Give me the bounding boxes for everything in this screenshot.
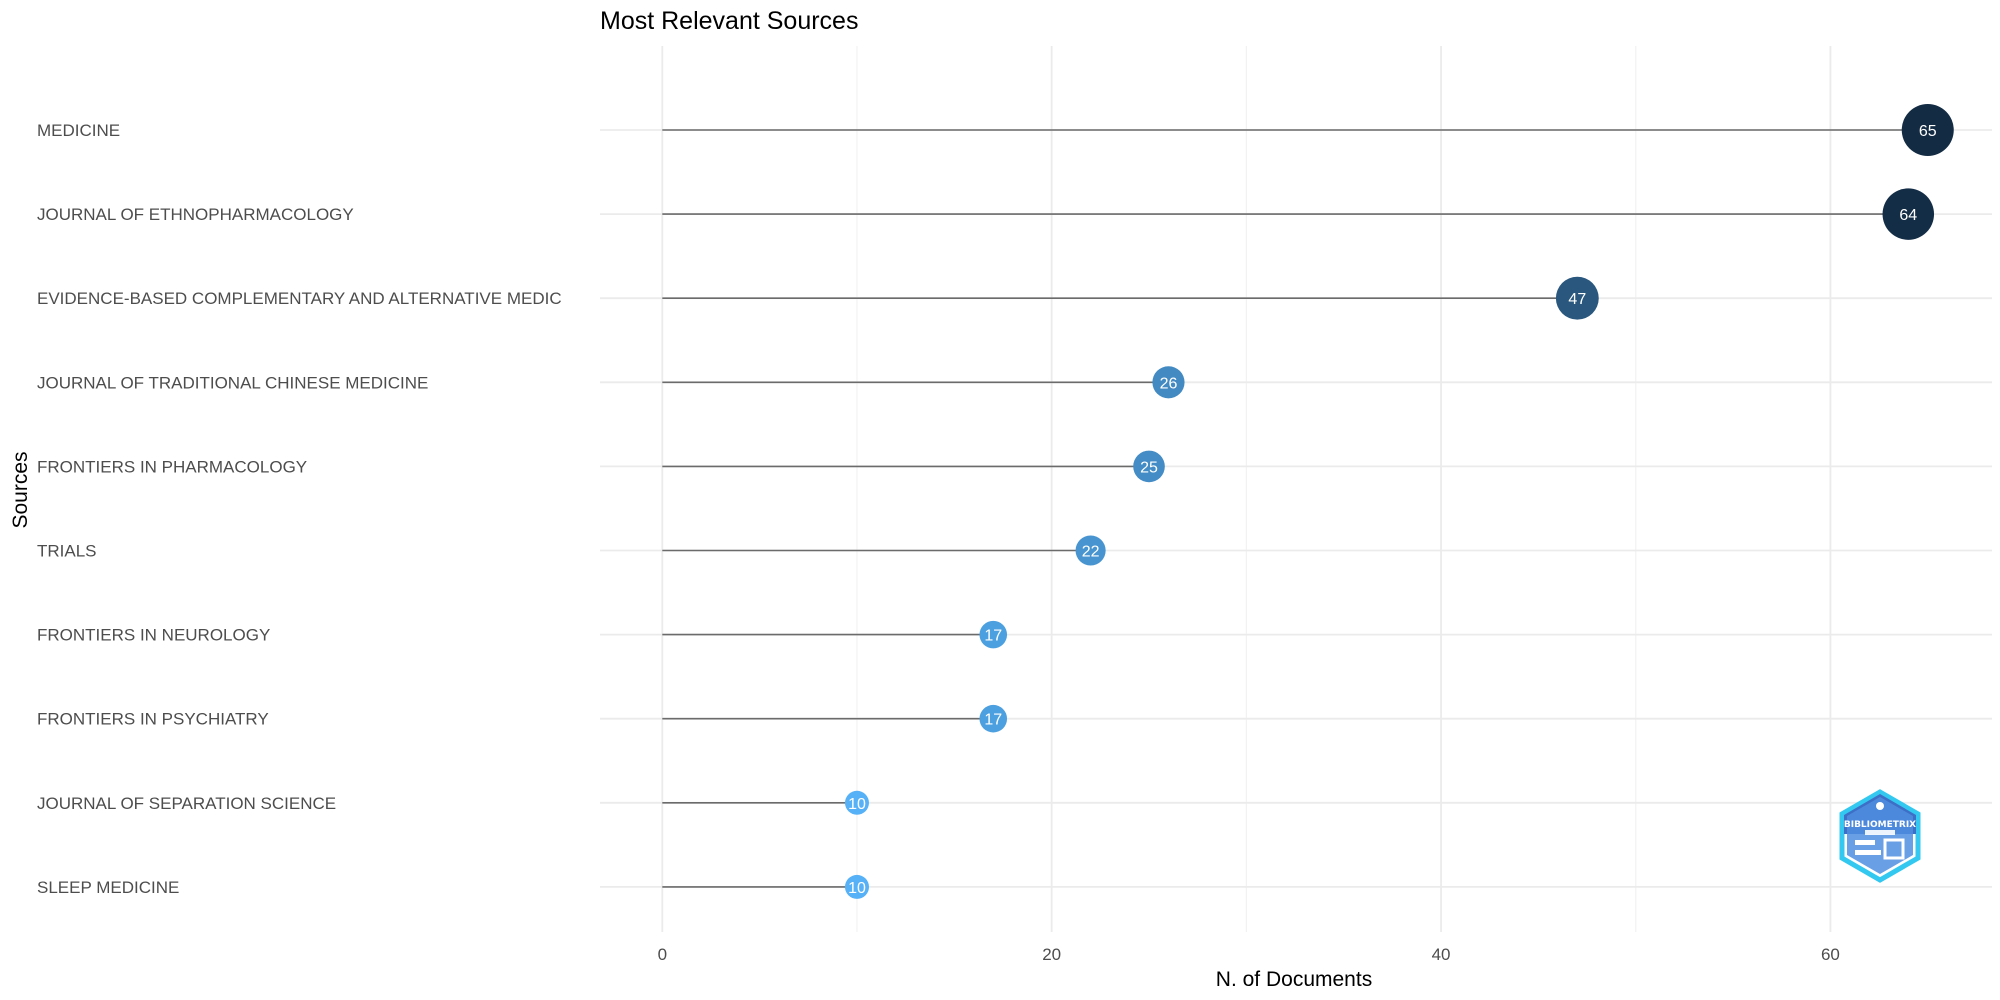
bibliometrix-logo: BIBLIOMETRIX bbox=[1839, 789, 1921, 883]
x-axis-title: N. of Documents bbox=[1216, 968, 1372, 991]
x-tick-labels: 0 20 40 60 bbox=[658, 945, 1840, 964]
value-label: 65 bbox=[1919, 123, 1937, 140]
value-label: 17 bbox=[984, 628, 1002, 645]
category-label: JOURNAL OF ETHNOPHARMACOLOGY bbox=[37, 205, 354, 224]
lollipop-dot bbox=[844, 790, 869, 815]
lollipop-dot bbox=[844, 874, 869, 899]
lollipop-dot bbox=[979, 620, 1008, 649]
category-label: JOURNAL OF TRADITIONAL CHINESE MEDICINE bbox=[37, 373, 428, 392]
lollipop-dot bbox=[979, 704, 1008, 733]
value-label: 10 bbox=[848, 796, 866, 813]
x-tick-label: 60 bbox=[1821, 945, 1840, 964]
x-tick-label: 20 bbox=[1042, 945, 1061, 964]
category-label: EVIDENCE-BASED COMPLEMENTARY AND ALTERNA… bbox=[37, 289, 562, 308]
value-label: 47 bbox=[1568, 291, 1586, 308]
lollipop-dot bbox=[1075, 535, 1106, 566]
category-label: FRONTIERS IN PSYCHIATRY bbox=[37, 710, 269, 729]
category-label: TRIALS bbox=[37, 542, 97, 561]
lollipop-dot bbox=[1133, 450, 1165, 483]
category-label: SLEEP MEDICINE bbox=[37, 878, 179, 897]
x-tick-label: 40 bbox=[1432, 945, 1451, 964]
lollipop-stems bbox=[662, 129, 1928, 888]
value-label: 22 bbox=[1082, 544, 1100, 561]
lollipop-dot bbox=[1152, 366, 1185, 399]
x-tick-label: 0 bbox=[658, 945, 667, 964]
value-label: 17 bbox=[984, 712, 1002, 729]
category-label: FRONTIERS IN NEUROLOGY bbox=[37, 626, 270, 645]
category-label: JOURNAL OF SEPARATION SCIENCE bbox=[37, 794, 336, 813]
category-labels: MEDICINE JOURNAL OF ETHNOPHARMACOLOGY EVID… bbox=[37, 121, 562, 897]
lollipop-dot bbox=[1555, 276, 1599, 320]
y-axis-title: Sources bbox=[9, 451, 32, 528]
chart-title: Most Relevant Sources bbox=[600, 7, 858, 35]
lollipop-dots: 65 64 47 26 25 22 17 17 10 10 bbox=[844, 104, 1954, 899]
logo-text: BIBLIOMETRIX bbox=[1844, 820, 1916, 830]
category-label: FRONTIERS IN PHARMACOLOGY bbox=[37, 457, 307, 476]
value-label: 25 bbox=[1140, 459, 1158, 476]
value-label: 64 bbox=[1899, 207, 1917, 224]
category-label: MEDICINE bbox=[37, 121, 120, 140]
lollipop-dot bbox=[1901, 104, 1954, 156]
grid-lines bbox=[600, 46, 1992, 932]
value-label: 10 bbox=[848, 880, 866, 897]
lollipop-dot bbox=[1882, 188, 1935, 240]
value-label: 26 bbox=[1160, 375, 1178, 392]
